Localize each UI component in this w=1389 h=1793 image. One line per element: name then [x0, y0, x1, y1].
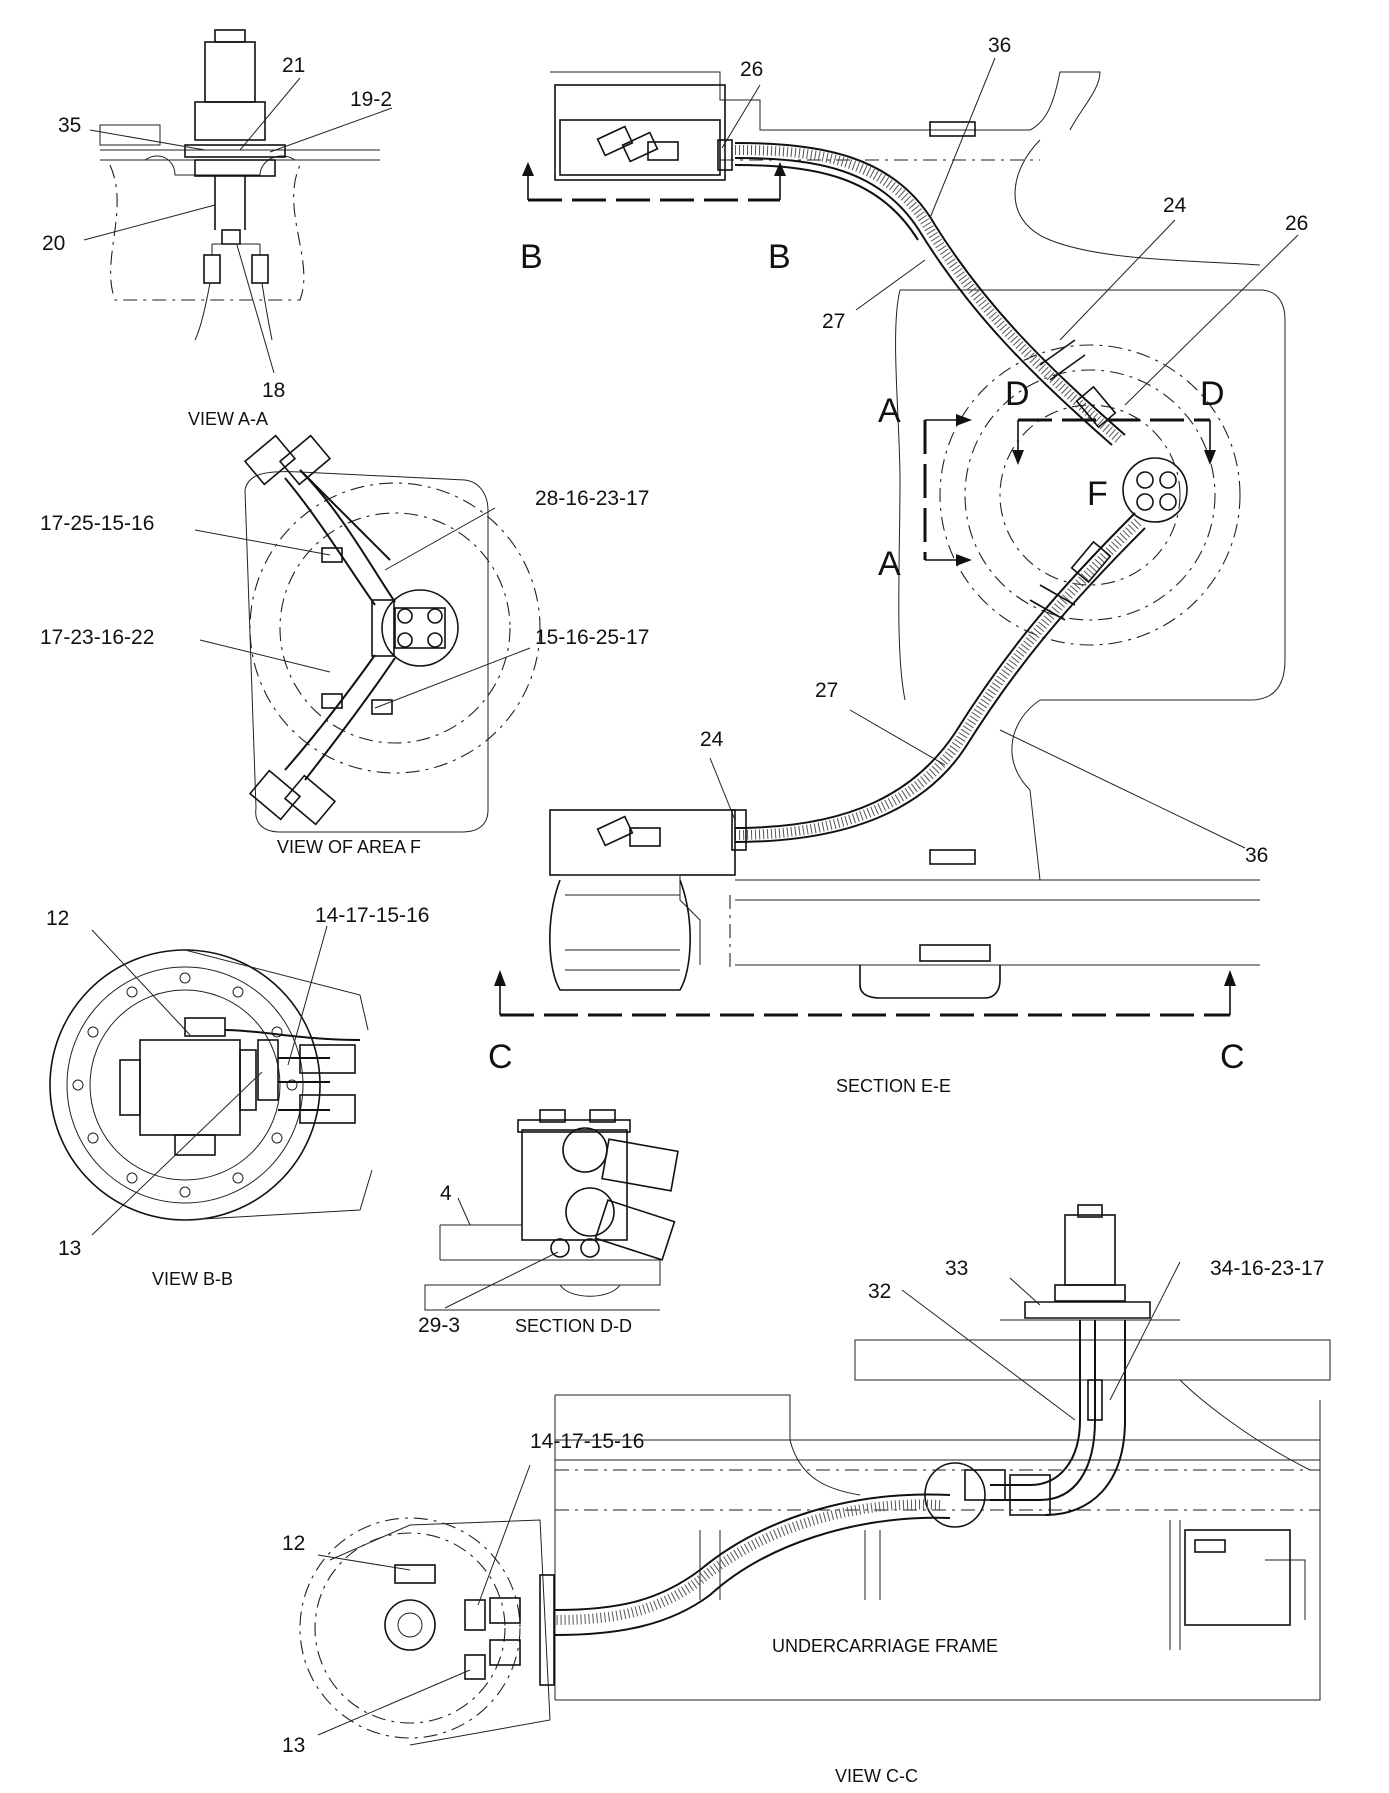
section-e-e-caption: SECTION E-E: [836, 1076, 951, 1096]
section-e-e: 26 36 B B 27 24 26 D D A A F 27 24 36 C …: [488, 34, 1308, 1096]
section-d-d: 4 29-3 SECTION D-D: [418, 1109, 679, 1337]
callout-21: 21: [282, 54, 305, 77]
section-letter-a-top: A: [878, 392, 901, 430]
view-of-area-f-caption: VIEW OF AREA F: [277, 837, 421, 857]
callout-26-right: 26: [1285, 212, 1308, 235]
view-b-b-caption: VIEW B-B: [152, 1269, 233, 1289]
callout-17-25-15-16: 17-25-15-16: [40, 512, 154, 535]
view-c-c: 33 34-16-23-17 32 14-17-15-16 12 13 UNDE…: [282, 1204, 1331, 1786]
section-letter-b-right: B: [768, 238, 791, 276]
section-letter-b-left: B: [520, 238, 543, 276]
callout-28-16-23-17: 28-16-23-17: [535, 487, 649, 510]
section-letter-c-left: C: [488, 1038, 513, 1076]
callout-36-bottom: 36: [1245, 844, 1268, 867]
section-d-d-caption: SECTION D-D: [515, 1316, 632, 1336]
callout-4: 4: [440, 1182, 452, 1205]
callout-17-23-16-22: 17-23-16-22: [40, 626, 154, 649]
callout-12-c: 12: [282, 1532, 305, 1555]
callout-29-3: 29-3: [418, 1314, 460, 1337]
callout-27-top: 27: [822, 310, 845, 333]
callout-12: 12: [46, 907, 69, 930]
view-of-area-f: 17-25-15-16 28-16-23-17 17-23-16-22 15-1…: [40, 434, 649, 857]
undercarriage-frame-label: UNDERCARRIAGE FRAME: [772, 1636, 998, 1656]
callout-18: 18: [262, 379, 285, 402]
callout-14-17-15-16-c: 14-17-15-16: [530, 1430, 644, 1453]
area-letter-f: F: [1087, 475, 1108, 513]
callout-13: 13: [58, 1237, 81, 1260]
callout-14-17-15-16: 14-17-15-16: [315, 904, 429, 927]
callout-20: 20: [42, 232, 65, 255]
callout-35: 35: [58, 114, 81, 137]
section-letter-c-right: C: [1220, 1038, 1245, 1076]
section-letter-a-bottom: A: [878, 545, 901, 583]
callout-24-right: 24: [1163, 194, 1187, 217]
callout-15-16-25-17: 15-16-25-17: [535, 626, 649, 649]
callout-24-bottom: 24: [700, 728, 724, 751]
section-letter-d-right: D: [1200, 375, 1225, 413]
view-a-a: 35 21 19-2 20 18 VIEW A-A: [42, 29, 393, 429]
callout-33: 33: [945, 1257, 968, 1280]
callout-19-2: 19-2: [350, 88, 392, 111]
callout-36-top: 36: [988, 34, 1011, 57]
callout-13-c: 13: [282, 1734, 305, 1757]
callout-32: 32: [868, 1280, 891, 1303]
view-c-c-caption: VIEW C-C: [835, 1766, 918, 1786]
section-letter-d-left: D: [1005, 375, 1030, 413]
callout-26-top: 26: [740, 58, 763, 81]
callout-34-16-23-17: 34-16-23-17: [1210, 1257, 1324, 1280]
view-a-a-caption: VIEW A-A: [188, 409, 268, 429]
view-b-b: 12 14-17-15-16 13 VIEW B-B: [46, 904, 429, 1289]
callout-27-bottom: 27: [815, 679, 838, 702]
